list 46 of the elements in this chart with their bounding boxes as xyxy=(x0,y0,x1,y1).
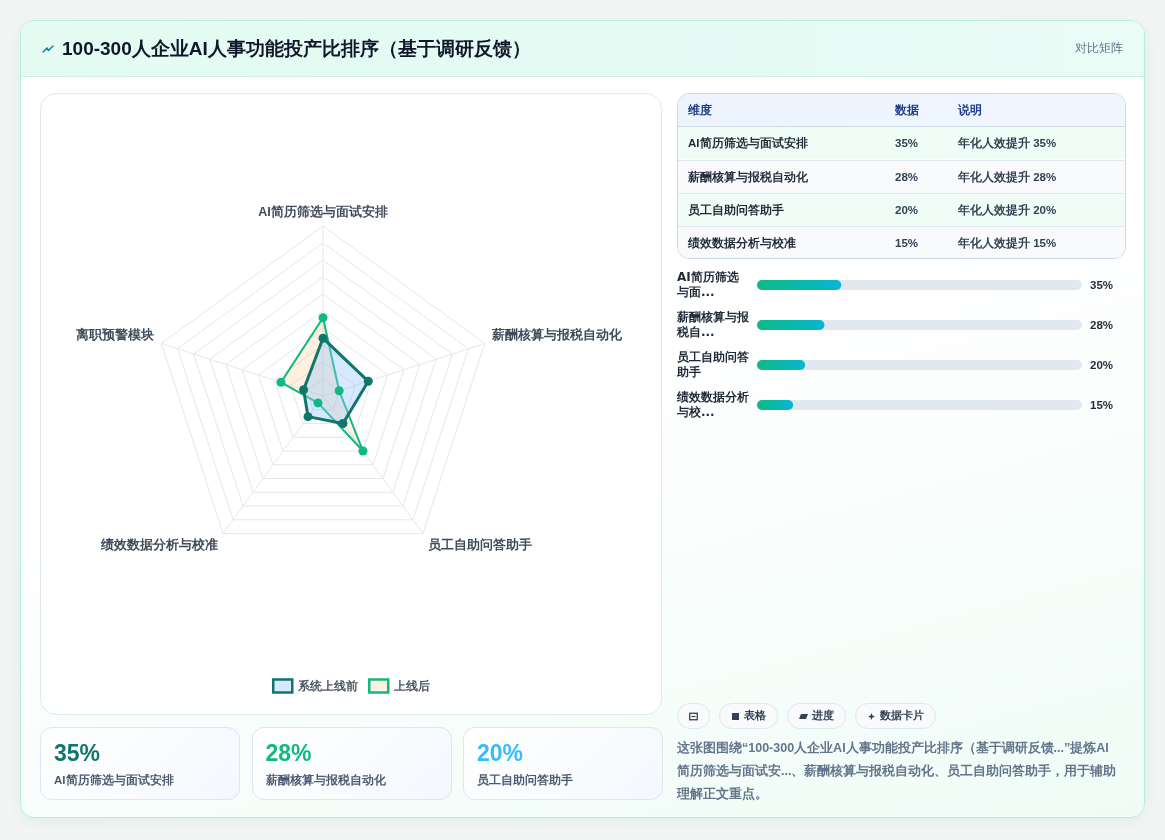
category-label: 薪酬核算与报税自动化 xyxy=(688,169,808,185)
category-label: 数据卡片 xyxy=(880,709,924,723)
text: 年化人效提升 28% xyxy=(958,170,1057,185)
text: 35% xyxy=(54,739,101,768)
y-tick-label: 薪酬核算与报税自... xyxy=(677,310,750,340)
text: 20% xyxy=(895,203,919,218)
category-label: 薪酬核算与报税自动化 xyxy=(265,772,386,788)
text: 这张图围绕“100-300人企业AI人事功能投产比排序（基于调研反馈...”提炼AI简历筛选与面试安...、薪酬核算与报税自动化、员工自助问答助手，用于辅助理解正文重点。 xyxy=(677,740,1117,803)
spoke-label: 薪酬核算与报税自动化 xyxy=(491,326,624,342)
text: 数据 xyxy=(895,103,919,118)
text: 年化人效提升 15% xyxy=(958,236,1057,251)
category-label: 员工自助问答助手 xyxy=(688,202,784,218)
bar xyxy=(757,360,806,370)
legend-label: 系统上线前 xyxy=(297,679,358,692)
text: 28% xyxy=(265,739,312,768)
text: 维度 xyxy=(688,102,712,118)
text: 说明 xyxy=(958,103,982,118)
text: 年化人效提升 20% xyxy=(958,203,1057,218)
data-label: 28% xyxy=(1090,319,1114,331)
category-label: AI简历筛选与面试安排 xyxy=(54,772,174,788)
y-tick-label: 员工自助问答助手 xyxy=(677,350,750,380)
data-label: 35% xyxy=(1090,279,1114,291)
bar xyxy=(757,280,842,290)
text: 对比矩阵 xyxy=(1075,40,1123,57)
data-label: 15% xyxy=(1090,399,1114,411)
spoke-label: 离职预警模块 xyxy=(74,326,154,342)
legend-label: 上线后 xyxy=(393,679,430,692)
category-label: 表格 xyxy=(744,709,766,723)
text: 20% xyxy=(477,739,524,768)
text: 100-300人企业AI人事功能投产比排序（基于调研反馈） xyxy=(62,37,531,61)
bar xyxy=(757,400,794,410)
category-label: 绩效数据分析与校准 xyxy=(688,236,796,251)
category-label: 进度 xyxy=(812,709,834,723)
category-label: AI简历筛选与面试安排 xyxy=(688,135,808,151)
spoke-label: 绩效数据分析与校准 xyxy=(100,536,219,552)
text: 年化人效提升 35% xyxy=(958,136,1057,151)
text: 35% xyxy=(895,136,919,151)
spoke-label: AI简历筛选与面试安排 xyxy=(258,204,388,219)
spoke-label: 员工自助问答助手 xyxy=(427,536,532,552)
category-label: 员工自助问答助手 xyxy=(477,772,573,788)
bar xyxy=(757,320,825,330)
text: 15% xyxy=(895,236,919,251)
y-tick-label: AI简历筛选与面... xyxy=(677,270,740,300)
data-label: 20% xyxy=(1090,359,1114,371)
y-tick-label: 绩效数据分析与校... xyxy=(677,390,750,420)
text: 28% xyxy=(895,170,919,185)
